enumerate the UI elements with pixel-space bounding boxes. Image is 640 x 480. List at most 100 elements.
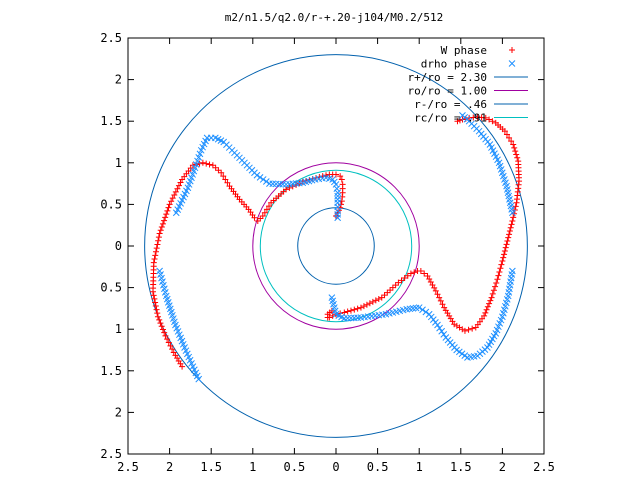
data-point — [333, 171, 339, 178]
data-point — [263, 206, 270, 213]
axis-ticks: 2.5 2 1.5 1 0.5 0 0.5 1 1.5 2 2.52.521.510.500.511… — [100, 31, 555, 474]
data-point — [347, 307, 354, 314]
data-point — [164, 336, 171, 343]
data-point — [218, 169, 225, 176]
data-point — [510, 214, 517, 221]
data-point — [165, 339, 172, 346]
y-tick-label: 2.5 — [100, 31, 122, 45]
data-point — [436, 294, 443, 301]
data-point — [498, 261, 505, 268]
data-point — [499, 257, 506, 264]
data-point — [253, 171, 261, 179]
data-point — [486, 116, 493, 123]
data-point — [162, 214, 169, 221]
data-point — [503, 131, 510, 138]
data-point — [266, 203, 273, 210]
data-point — [169, 195, 176, 202]
data-point — [501, 251, 508, 258]
data-point — [500, 254, 507, 261]
data-point — [161, 329, 168, 336]
data-point — [469, 325, 476, 332]
y-tick-label: 1.5 — [100, 114, 122, 128]
data-point — [262, 178, 270, 185]
data-point — [504, 238, 511, 245]
data-point — [351, 306, 358, 313]
data-point — [401, 275, 408, 282]
data-point — [196, 150, 204, 158]
data-point — [333, 185, 341, 192]
data-point — [251, 214, 258, 221]
data-point — [495, 272, 502, 279]
x-tick-label: 2.5 — [533, 460, 555, 474]
data-point — [434, 321, 441, 329]
data-point — [492, 119, 499, 126]
data-point — [372, 297, 379, 304]
data-point — [157, 320, 164, 327]
data-point — [514, 154, 521, 161]
data-point — [177, 179, 184, 186]
chart-title: m2/n1.5/q2.0/r-+.20-j104/M0.2/512 — [225, 11, 444, 24]
data-point — [156, 267, 163, 275]
data-point — [158, 323, 165, 330]
data-point — [488, 294, 495, 301]
legend-label: rc/ro = .91 — [414, 112, 487, 125]
data-point — [220, 173, 227, 180]
data-point — [421, 270, 428, 277]
data-point — [152, 252, 159, 259]
x-tick-label: 2 — [166, 460, 173, 474]
data-point — [172, 188, 179, 195]
data-point — [256, 174, 264, 181]
data-point — [286, 184, 293, 191]
data-point — [422, 308, 430, 316]
data-point — [494, 276, 501, 283]
y-tick-label: 0.5 — [100, 197, 122, 211]
data-point — [515, 158, 522, 165]
x-tick-label: 0.5 — [284, 460, 306, 474]
data-point — [459, 112, 466, 119]
y-tick-label: 2 — [115, 405, 122, 419]
data-point — [334, 192, 342, 200]
data-point — [483, 306, 490, 313]
data-point — [283, 186, 290, 193]
data-point — [440, 331, 448, 338]
legend-label: W phase — [441, 44, 487, 57]
data-point — [150, 259, 157, 266]
data-point — [411, 269, 418, 276]
data-point — [489, 290, 496, 297]
y-tick-label: 0.5 — [100, 281, 122, 295]
data-point — [224, 179, 231, 186]
data-point — [492, 283, 499, 290]
y-tick-label: 1.5 — [100, 364, 122, 378]
x-tick-label: 0 — [332, 460, 339, 474]
data-point — [326, 314, 333, 321]
data-point — [419, 306, 426, 314]
x-tick-label: 0.5 — [367, 460, 389, 474]
data-point — [337, 173, 344, 180]
data-point — [334, 196, 342, 203]
data-point — [496, 268, 503, 275]
data-point — [162, 332, 169, 339]
data-point — [436, 324, 443, 332]
y-tick-label: 1 — [115, 322, 122, 336]
data-point — [507, 224, 514, 231]
reference-circle-2 — [297, 207, 375, 285]
data-point — [259, 176, 267, 183]
data-point — [338, 176, 345, 183]
data-point — [167, 342, 174, 349]
data-point — [159, 326, 166, 333]
data-point — [344, 308, 351, 315]
data-point — [192, 161, 200, 168]
data-point — [156, 230, 163, 237]
series-1 — [156, 112, 516, 383]
data-point — [509, 218, 516, 225]
x-tick-label: 1 — [249, 460, 256, 474]
data-point — [206, 161, 213, 168]
x-tick-label: 1 — [416, 460, 423, 474]
data-point — [439, 301, 446, 308]
data-point — [199, 159, 206, 166]
data-point — [454, 118, 461, 125]
data-point — [497, 265, 504, 272]
data-point — [369, 298, 376, 305]
